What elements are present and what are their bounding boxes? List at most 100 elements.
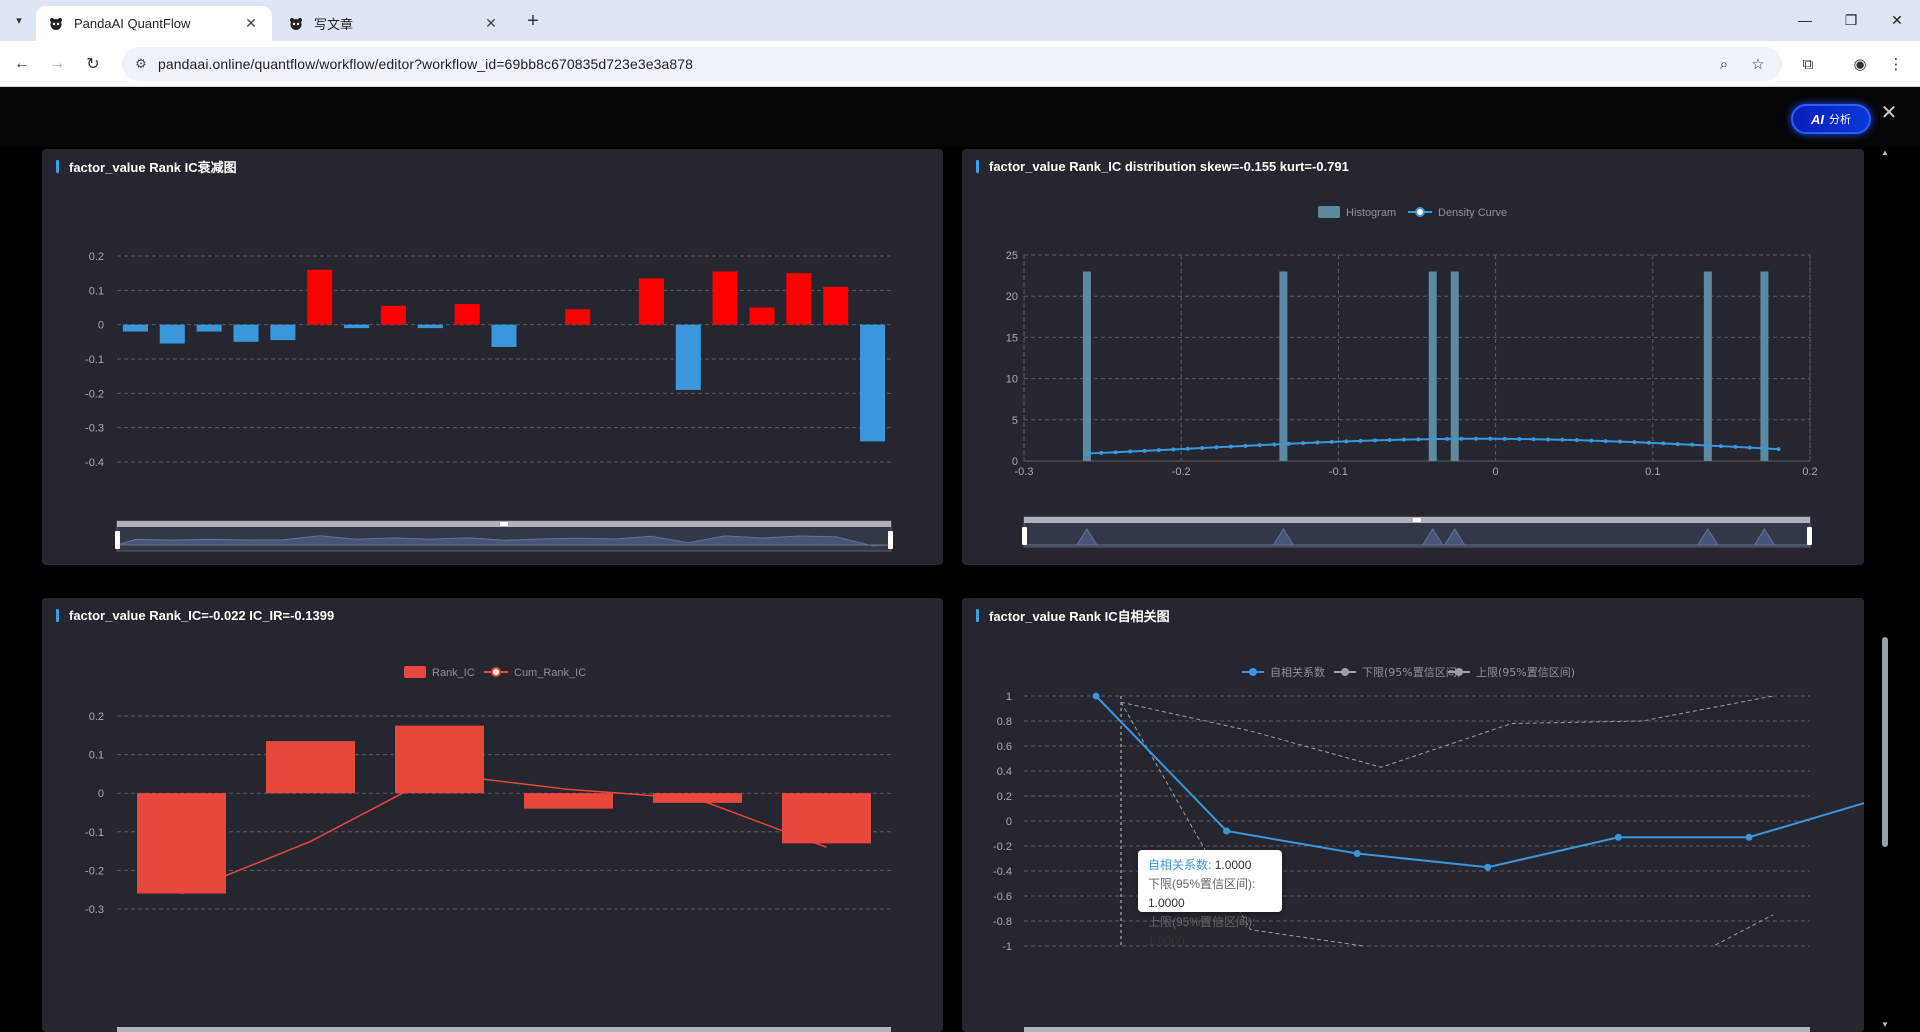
bar (823, 286, 849, 325)
density-point (1243, 443, 1248, 448)
y-tick-label: 20 (1006, 291, 1018, 303)
y-tick-label: 1 (1006, 691, 1012, 703)
rank-ic-panel: factor_value Rank_IC=-0.022 IC_IR=-0.139… (42, 598, 943, 1032)
url-text[interactable]: pandaai.online/quantflow/workflow/editor… (158, 56, 694, 72)
histogram-bar (1703, 271, 1712, 461)
bookmark-star-icon[interactable]: ☆ (1751, 56, 1765, 73)
density-point (1301, 441, 1306, 446)
density-point (1747, 445, 1752, 450)
scroll-thumb[interactable] (1882, 637, 1888, 847)
bar (122, 324, 148, 332)
density-point (1661, 441, 1666, 446)
ai-button-label: 分析 (1829, 114, 1851, 126)
y-tick-label: -0.1 (85, 827, 104, 839)
datazoom-center-handle (500, 522, 508, 526)
y-tick-label: 0 (98, 320, 104, 332)
legend-cum-marker (491, 667, 501, 677)
y-tick-label: 0.6 (997, 741, 1012, 753)
density-point (1459, 436, 1464, 441)
tooltip-row: 自相关系数: 1.0000 (1148, 858, 1252, 872)
density-point (1546, 437, 1550, 442)
density-point (1315, 440, 1320, 445)
datazoom-center-handle (1413, 518, 1421, 522)
ic-distribution-panel: factor_value Rank_IC distribution skew=-… (962, 149, 1864, 565)
acf-point (1092, 692, 1100, 700)
y-tick-label: -0.3 (85, 423, 104, 435)
reload-icon[interactable]: ↻ (86, 56, 100, 73)
back-arrow-icon[interactable]: ← (14, 55, 30, 72)
datazoom-top-bar (117, 1027, 891, 1032)
autocorr-panel: factor_value Rank IC自相关图 自相关系数 下限(95%置信区间… (962, 598, 1864, 1032)
y-tick-label: -0.1 (85, 354, 104, 366)
browser-menu-kebab-icon[interactable]: ⋮ (1888, 56, 1904, 73)
density-point (1690, 442, 1695, 447)
legend-histogram-swatch (1318, 206, 1340, 218)
profile-avatar-icon[interactable]: ◉ (1853, 56, 1867, 73)
density-point (1373, 438, 1378, 443)
y-tick-label: -1 (1002, 941, 1012, 953)
scroll-up-arrow-icon[interactable]: ▲ (1881, 148, 1889, 157)
density-point (1733, 444, 1738, 449)
density-point (1084, 451, 1089, 456)
ai-analysis-button[interactable]: AI 分析 (1791, 104, 1871, 134)
app-viewport: AI 分析 ✕ factor_value Rank IC衰减图 0.2 0.1 0-… (0, 87, 1920, 1032)
bar (786, 273, 812, 325)
histogram-bar (1428, 271, 1437, 461)
panel-title: factor_value Rank_IC distribution skew=-… (976, 157, 1349, 175)
bar (523, 793, 614, 809)
distribution-title: factor_value Rank_IC distribution skew=-… (989, 158, 1349, 174)
density-point (1344, 439, 1349, 444)
density-point (1358, 438, 1363, 443)
bar (417, 324, 443, 329)
ic-decay-chart[interactable]: 0.2 0.1 0 -0.1 -0.2 -0.3 -0.4 (42, 149, 943, 565)
y-tick-label: -0.8 (993, 916, 1012, 928)
panel-title: factor_value Rank IC衰减图 (56, 157, 237, 175)
y-tick-label: -0.2 (993, 841, 1012, 853)
bar (270, 324, 296, 341)
dimmed-app-header (0, 87, 1920, 147)
y-tick-label: -0.4 (85, 457, 104, 469)
tab-search-chevron-icon[interactable]: ▾ (16, 14, 22, 27)
bar (136, 793, 227, 894)
site-info-icon[interactable]: ⚙ (135, 56, 147, 71)
bar (491, 324, 517, 347)
x-tick-label: 0 (1493, 466, 1499, 478)
new-tab-plus-icon[interactable]: + (527, 10, 539, 32)
zoom-magnifier-icon[interactable]: ⌕ (1719, 55, 1729, 73)
upper-bound-line (1120, 696, 1774, 768)
forward-arrow-icon[interactable]: → (49, 55, 65, 72)
tab-title: 写文章 (314, 17, 354, 32)
plot-frame (1023, 254, 1811, 462)
y-tick-label: 25 (1006, 250, 1018, 262)
extensions-puzzle-icon[interactable]: ⧉ (1802, 55, 1814, 73)
browser-tab-write-article[interactable]: 写文章 ✕ (276, 6, 512, 41)
y-tick-label: -0.2 (85, 388, 104, 400)
y-tick-label: -0.4 (993, 866, 1012, 878)
restore-icon[interactable]: ❐ (1844, 11, 1858, 28)
browser-tab-quantflow[interactable]: PandaAI QuantFlow ✕ (36, 6, 272, 41)
rank-ic-chart[interactable]: Rank_IC Cum_Rank_IC 0.2 0.1 0 -0.1 -0.2 -0.3 (42, 598, 943, 1032)
bar (675, 324, 701, 390)
autocorr-chart[interactable]: 自相关系数 下限(95%置信区间) 上限(95%置信区间) 1 0.8 0.6 0.4 0.2… (962, 598, 1864, 1032)
modal-close-icon[interactable]: ✕ (1880, 101, 1898, 124)
density-point (1113, 450, 1118, 455)
close-tab-icon[interactable]: ✕ (245, 15, 257, 31)
scroll-down-arrow-icon[interactable]: ▼ (1881, 1020, 1889, 1029)
window-close-icon[interactable]: ✕ (1891, 11, 1903, 28)
legend-density-marker (1415, 207, 1425, 217)
density-point (1560, 437, 1565, 442)
y-tick-label: 0.1 (89, 750, 104, 762)
minimize-icon[interactable]: — (1798, 12, 1812, 28)
close-tab-icon[interactable]: ✕ (485, 15, 497, 31)
density-point (1214, 445, 1219, 450)
address-bar[interactable]: ⚙ pandaai.online/quantflow/workflow/edit… (122, 47, 1782, 81)
bar (344, 324, 370, 329)
legend-label: 上限(95%置信区间) (1476, 666, 1575, 679)
density-point (1228, 444, 1233, 449)
cum-rank-ic-line (181, 773, 827, 895)
x-tick-label: -0.1 (1329, 466, 1348, 478)
histogram-bar (1760, 271, 1769, 461)
page-scrollbar[interactable]: ▲ ▼ (1878, 147, 1892, 1032)
title-accent-bar (56, 159, 59, 173)
